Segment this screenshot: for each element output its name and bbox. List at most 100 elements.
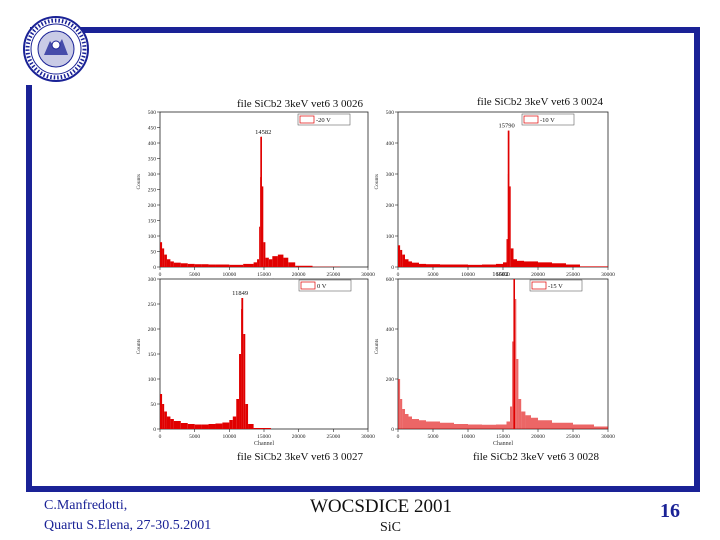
y-tick-label: 50: [151, 402, 157, 408]
histogram-bar: [208, 264, 216, 267]
histogram-bar: [164, 411, 167, 429]
legend-box: [298, 279, 352, 292]
y-tick-label: 200: [386, 377, 395, 383]
page-number: 16: [660, 500, 680, 522]
spectrum-panel-0026: 0 5000 10000 15000 20000 25000 30000 0 50 100 150 2…: [136, 110, 375, 285]
histogram-bar: [268, 259, 273, 267]
histogram-bar: [265, 257, 269, 267]
footer-venue: Quartu S.Elena, 27-30.5.2001: [44, 518, 212, 533]
y-tick-label: 0: [153, 427, 156, 433]
histogram-bar: [170, 261, 174, 267]
histogram-bar: [229, 420, 233, 429]
legend-label: -10 V: [540, 117, 555, 124]
y-tick-label: 100: [148, 234, 157, 240]
histogram-bar: [496, 424, 507, 429]
histogram-bar: [400, 399, 403, 429]
histogram-bar: [170, 419, 174, 429]
spectrum-panel-0024: 0 5000 10000 15000 20000 25000 30000 0 100 200 300…: [374, 110, 615, 285]
histogram-bar: [408, 261, 412, 267]
histogram-bar: [482, 264, 496, 267]
histogram-bar: [229, 264, 244, 267]
y-axis-label: Counts: [374, 174, 380, 190]
histogram-bar: [426, 264, 440, 267]
x-tick-label: 25000: [566, 272, 580, 278]
histogram-bar: [253, 428, 271, 429]
y-tick-label: 200: [148, 203, 157, 209]
histogram-bar: [412, 419, 419, 429]
histogram-bar: [245, 404, 249, 429]
y-tick-label: 500: [148, 110, 157, 116]
histogram-bar: [248, 424, 254, 429]
histogram-bar: [162, 404, 165, 429]
histogram-bar: [482, 424, 496, 429]
histogram-bar: [277, 254, 284, 267]
y-tick-label: 250: [148, 302, 157, 308]
chart-title-0028: file SiCb2 3keV vet6 3 0028: [473, 451, 599, 463]
histogram-bar: [222, 422, 230, 429]
histogram-bar: [261, 186, 264, 267]
x-tick-label: 10000: [222, 434, 236, 440]
histogram-bar: [160, 242, 163, 267]
x-tick-label: 30000: [361, 434, 375, 440]
histogram-bar: [454, 424, 468, 429]
x-tick-label: 0: [159, 272, 162, 278]
histogram-bar: [513, 259, 517, 267]
chart-title-0027: file SiCb2 3keV vet6 3 0027: [237, 451, 363, 463]
histogram-bar: [283, 257, 289, 267]
plot-area: [159, 278, 369, 430]
legend-label: -20 V: [316, 117, 331, 124]
peak-bar: [513, 279, 516, 429]
peak-bar: [507, 130, 510, 267]
histogram-bar: [506, 239, 508, 267]
histogram-bar: [552, 422, 573, 429]
histogram-bar: [272, 256, 278, 267]
peak-label: 14582: [255, 129, 271, 136]
university-seal-logo: [23, 16, 89, 82]
x-tick-label: 10000: [461, 434, 475, 440]
histogram-bar: [232, 416, 237, 429]
histogram-bar: [594, 426, 608, 429]
x-tick-label: 5000: [189, 434, 200, 440]
peak-label: 16602: [492, 271, 508, 278]
histogram-bar: [402, 254, 405, 267]
x-tick-label: 30000: [361, 272, 375, 278]
frame-left-bar: [26, 85, 32, 490]
histogram-bar: [253, 262, 258, 267]
histogram-bar: [288, 262, 296, 267]
chart-title-0024: file SiCb2 3keV vet6 3 0024: [477, 96, 603, 108]
frame-top-bar: [30, 27, 700, 33]
histogram-bar: [512, 341, 514, 429]
histogram-bar: [412, 262, 419, 267]
histogram-bar: [243, 334, 246, 429]
x-tick-label: 0: [159, 434, 162, 440]
x-tick-label: 25000: [566, 434, 580, 440]
y-tick-label: 300: [148, 172, 157, 178]
legend-swatch: [299, 115, 315, 124]
y-tick-label: 300: [148, 277, 157, 283]
histogram-bar: [538, 420, 552, 429]
y-tick-label: 600: [386, 277, 395, 283]
histogram-bar: [162, 248, 165, 267]
histogram-bar: [516, 359, 519, 429]
histogram-bar: [187, 263, 195, 267]
histogram-bar: [419, 420, 426, 429]
x-tick-label: 20000: [292, 434, 306, 440]
histogram-bar: [194, 424, 202, 429]
histogram-bar: [173, 262, 181, 267]
histogram-bar: [236, 399, 240, 429]
peak-bar: [241, 298, 243, 429]
histogram-bar: [257, 259, 260, 267]
y-tick-label: 400: [386, 327, 395, 333]
histogram-bar: [194, 264, 202, 267]
x-tick-label: 15000: [496, 272, 510, 278]
histogram-bar: [398, 379, 401, 429]
y-tick-label: 400: [148, 141, 157, 147]
histogram-bar: [524, 261, 538, 267]
histogram-bar: [573, 424, 594, 429]
peak-bar: [260, 136, 262, 267]
x-tick-label: 15000: [257, 272, 271, 278]
histogram-bar: [517, 260, 524, 267]
legend-swatch: [300, 281, 316, 290]
histogram-bar: [496, 263, 503, 267]
histogram-bar: [402, 409, 405, 429]
